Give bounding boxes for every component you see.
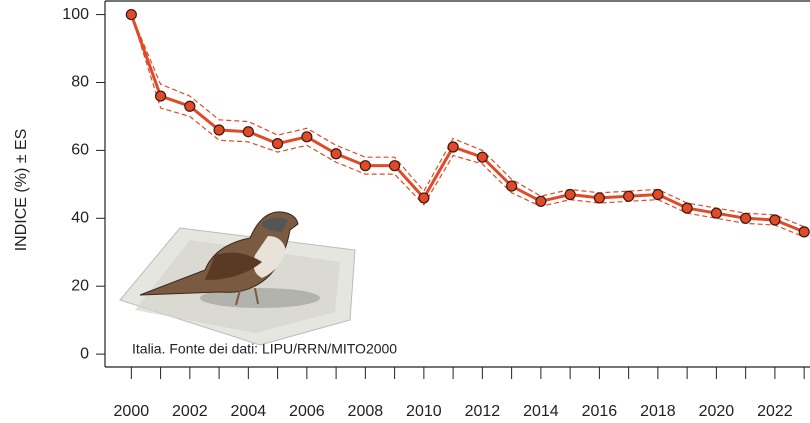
point [301,131,313,143]
x-tick-label: 2012 [465,403,501,420]
point [418,192,430,204]
point [652,188,664,201]
point [242,126,254,138]
y-tick-label: 80 [71,74,89,91]
upper-error-band [130,14,805,228]
annotation: Italia. Fonte dei dati: LIPU/RRN/MITO200… [132,341,397,357]
point [623,190,635,202]
series-line [129,14,805,234]
x-tick-label: 2004 [231,403,267,420]
point [593,192,605,204]
point [330,148,342,160]
x-tick-label: 2008 [348,403,384,420]
y-tick-label: 20 [71,277,89,294]
x-tick-label: 2014 [523,403,559,420]
point [710,207,722,219]
point [154,90,167,102]
x-tick-label: 2022 [757,403,793,420]
x-tick-label: 2006 [289,403,325,420]
y-axis-label: INDICE (%) ± ES [13,129,30,252]
sparrow-illustration [119,211,356,346]
x-tick-label: 2016 [582,403,618,420]
point [476,151,488,163]
point [213,124,225,136]
x-tick-label: 2018 [640,403,676,420]
y-tick-label: 60 [71,142,89,159]
x-tick-label: 2000 [114,403,150,420]
point [359,160,371,172]
point [535,195,547,207]
point [506,180,518,192]
point [125,8,137,21]
point [447,141,459,153]
point [740,212,752,224]
y-tick-label: 0 [80,345,89,362]
point [184,100,196,112]
point [681,202,693,214]
point [798,226,810,238]
point [769,214,781,226]
point [389,160,401,172]
y-tick-label: 40 [71,210,89,227]
y-tick-label: 100 [62,6,89,23]
point [564,188,576,201]
x-tick-label: 2010 [406,403,442,420]
lower-error-band [130,14,805,238]
point [271,137,284,150]
x-tick-label: 2002 [172,403,208,420]
x-tick-label: 2020 [699,403,735,420]
